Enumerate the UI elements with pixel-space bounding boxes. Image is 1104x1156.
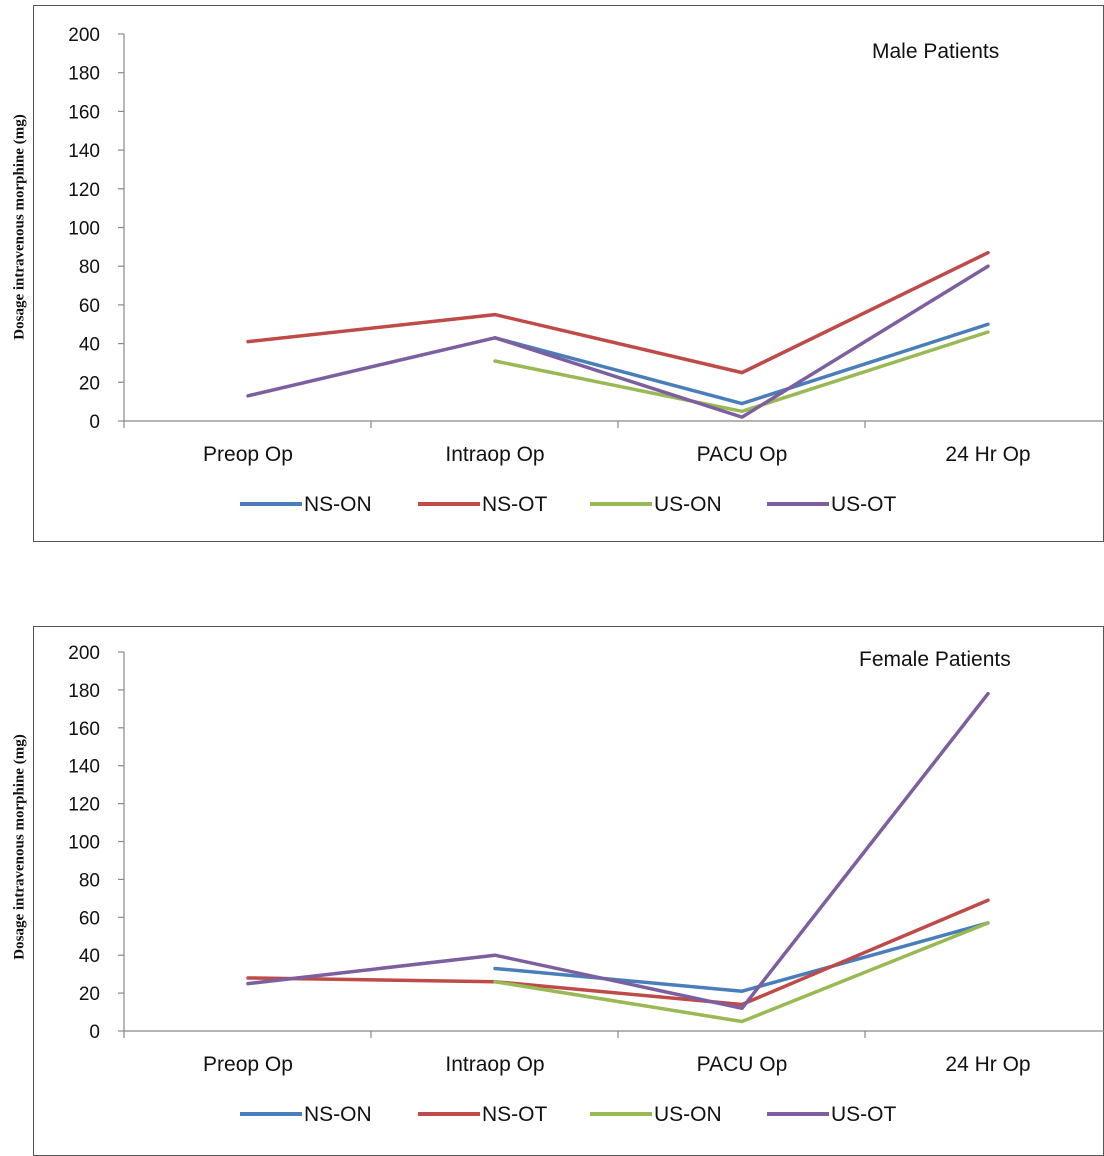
x-tick-label: 24 Hr Op (945, 1053, 1030, 1076)
legend-label: NS-ON (304, 1103, 372, 1126)
y-tick-label: 40 (79, 946, 100, 967)
x-tick-label: Preop Op (203, 1053, 293, 1076)
y-tick-label: 60 (79, 908, 100, 929)
series-line-us-ot (248, 694, 988, 1009)
legend-label: US-ON (654, 1103, 722, 1126)
axes: 0 20 40 60 80 100 120 140 160 180 200 Preop Op Intra… (68, 643, 1104, 1076)
y-tick-label: 120 (68, 795, 100, 816)
x-tick-label: PACU Op (697, 1053, 788, 1076)
y-tick-label: 0 (89, 1022, 100, 1043)
legend: NS-ON NS-OT US-ON US-OT (240, 1103, 897, 1126)
y-tick-label: 20 (79, 984, 100, 1005)
y-tick-label: 180 (68, 681, 100, 702)
y-tick-label: 100 (68, 833, 100, 854)
y-tick-label: 80 (79, 870, 100, 891)
y-tick-label: 160 (68, 719, 100, 740)
legend-label: US-OT (831, 1103, 897, 1126)
y-tick-label: 140 (68, 757, 100, 778)
y-tick-label: 200 (68, 643, 100, 664)
legend-label: NS-OT (482, 1103, 548, 1126)
x-tick-label: Intraop Op (445, 1053, 544, 1076)
